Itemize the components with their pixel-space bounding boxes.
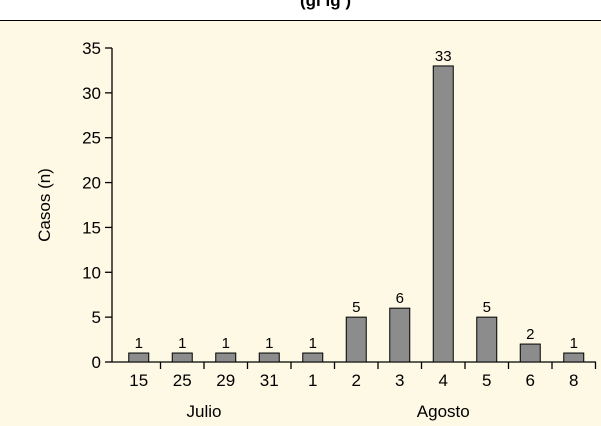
bar [519,343,541,363]
y-tick-label: 25 [82,129,101,148]
y-tick-label: 20 [82,174,101,193]
x-tick-label: 3 [395,371,404,390]
month-label: Agosto [417,402,470,421]
cropped-header: (gi lg ) [0,0,601,20]
bar-value-label: 2 [526,326,534,343]
x-tick-label: 2 [352,371,361,390]
y-axis-title: Casos (n) [35,168,54,242]
x-tick-label: 31 [260,371,279,390]
x-tick-label: 5 [482,371,491,390]
group-labels: Julio Agosto [187,402,470,421]
y-tick-label: 15 [82,218,101,237]
y-tick-label: 30 [82,84,101,103]
bar [432,65,454,363]
y-tick-label: 10 [82,263,101,282]
x-axis: 15 25 29 31 1 2 3 4 5 6 8 [112,361,597,390]
x-tick-label: 4 [439,371,448,390]
cropped-header-text: (gi lg ) [300,0,351,10]
y-tick-label: 35 [82,39,101,58]
bar-value-label: 1 [265,335,273,352]
bar-value-label: 1 [570,335,578,352]
x-tick-label: 6 [526,371,535,390]
bar-value-label: 33 [435,48,452,65]
bar [128,352,150,363]
bar [258,352,280,363]
bar [215,352,237,363]
y-axis: 0 5 10 15 20 25 30 35 [82,39,113,372]
bar [389,307,411,363]
bar [345,316,367,363]
bar [302,352,324,363]
data-labels: 1 1 1 1 1 5 6 33 5 2 1 [135,48,578,352]
x-tick-label: 29 [216,371,235,390]
x-tick-label: 25 [173,371,192,390]
chart-panel: 0 5 10 15 20 25 30 35 15 25 29 31 1 2 3 4 5 6 8 1 1 1 1 1 5 6 33… [0,20,601,426]
bars [128,65,585,363]
y-tick-label: 5 [92,308,101,327]
bar [563,352,585,363]
bar-value-label: 5 [483,299,491,316]
x-tick-label: 15 [129,371,148,390]
bar-value-label: 1 [135,335,143,352]
bar-value-label: 6 [396,290,404,307]
x-tick-label: 8 [569,371,578,390]
bar-value-label: 1 [178,335,186,352]
bar [476,316,498,363]
month-label: Julio [187,402,222,421]
x-tick-label: 1 [308,371,317,390]
y-tick-label: 0 [92,353,101,372]
bar-value-label: 5 [352,299,360,316]
bar-value-label: 1 [309,335,317,352]
bar-value-label: 1 [222,335,230,352]
bar [171,352,193,363]
